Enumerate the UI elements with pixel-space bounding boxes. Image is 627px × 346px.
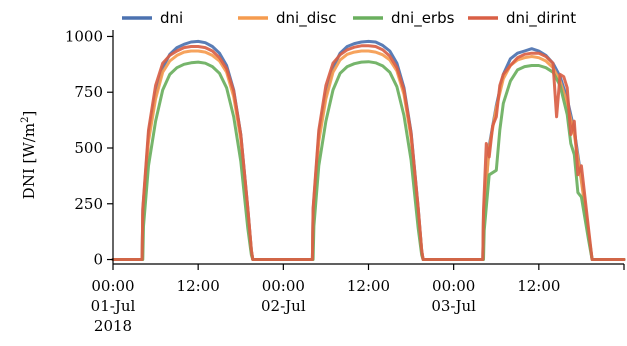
legend-label: dni_erbs [391,9,455,28]
y-tick-label: 250 [74,195,103,213]
legend-item-dni-dirint: dni_dirint [468,9,576,28]
x-tick-label: 12:00 [517,277,560,295]
y-axis: 0 250 500 750 1000 [65,27,114,269]
x-tick-label: 03-Jul [431,297,476,315]
legend-label: dni_dirint [506,9,576,28]
plot-area [111,39,626,261]
chart-legend: dni dni_disc dni_erbs dni_dirint [122,9,576,28]
series-line-dni-disc [111,49,626,261]
x-tick-label: 12:00 [177,277,220,295]
legend-item-dni: dni [122,9,183,27]
series-line-dni [111,39,626,261]
y-tick-label: 1000 [65,27,103,45]
series-line-dni-dirint [111,44,626,261]
legend-label: dni_disc [276,9,336,28]
y-tick-label: 750 [74,83,103,101]
y-tick-label: 500 [74,139,103,157]
y-axis-label: DNI [W/m2] [20,111,38,200]
x-tick-label: 02-Jul [261,297,306,315]
x-tick-label: 00:00 [432,277,475,295]
x-tick-label: 00:00 [262,277,305,295]
x-tick-label: 01-Jul [91,297,136,315]
x-tick-label: 12:00 [347,277,390,295]
series-line-dni-erbs [111,60,626,261]
legend-label: dni [160,9,183,27]
legend-item-dni-erbs: dni_erbs [353,9,455,28]
legend-item-dni-disc: dni_disc [238,9,336,28]
x-axis: 00:00 01-Jul 2018 12:00 00:00 02-Jul 12:00 00:0… [91,263,625,335]
y-tick-label: 0 [93,251,103,269]
x-tick-label: 2018 [94,317,132,335]
x-tick-label: 00:00 [91,277,134,295]
